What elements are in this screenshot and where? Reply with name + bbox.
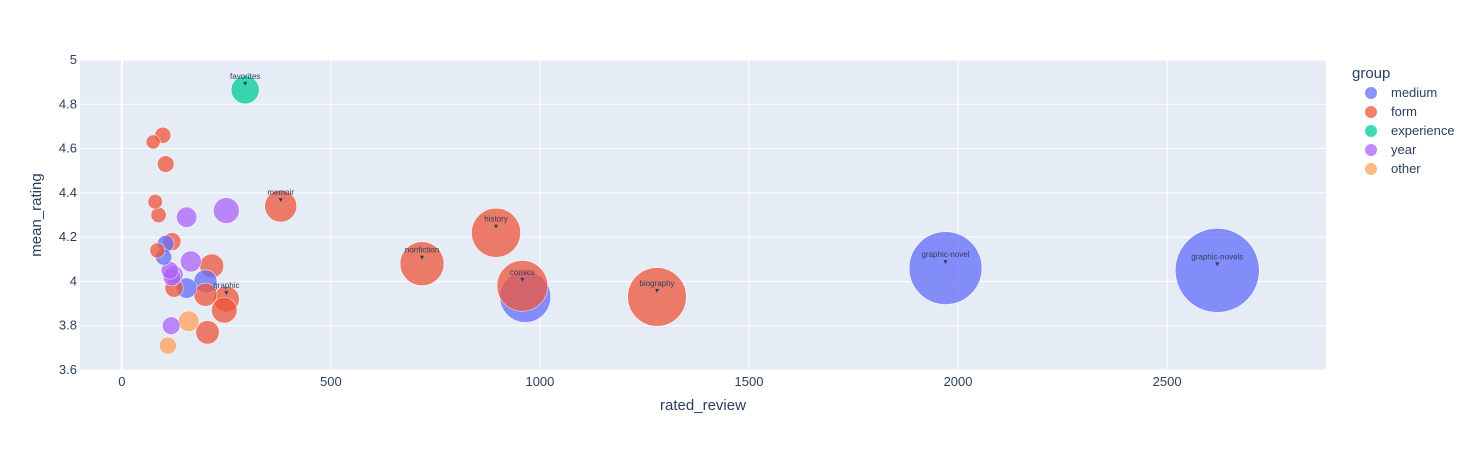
bubble-experience[interactable] (230, 75, 260, 105)
bubble-year[interactable] (176, 206, 198, 228)
legend: group medium form experience year other (1352, 65, 1455, 176)
legend-marker-other[interactable] (1365, 163, 1377, 175)
legend-marker-form[interactable] (1365, 106, 1377, 118)
annotation-label: graphic (213, 281, 239, 290)
x-tick-label: 2000 (944, 374, 973, 389)
x-tick-label: 2500 (1153, 374, 1182, 389)
bubble-form[interactable] (145, 134, 161, 150)
y-tick-label: 5 (70, 52, 77, 67)
bubble-form[interactable] (149, 242, 166, 259)
bubble-form[interactable] (471, 207, 521, 258)
annotation-label: nonfiction (405, 246, 439, 255)
bubble-layer (145, 75, 1260, 355)
annotation-label: biography (639, 279, 674, 288)
x-tick-label: 500 (320, 374, 342, 389)
bubble-form[interactable] (195, 320, 220, 345)
annotation-arrow (1215, 262, 1220, 267)
bubble-form[interactable] (150, 207, 167, 223)
legend-label-year[interactable]: year (1391, 142, 1417, 157)
legend-label-other[interactable]: other (1391, 161, 1421, 176)
annotation-arrow (943, 260, 948, 265)
legend-marker-medium[interactable] (1365, 87, 1377, 99)
bubble-form[interactable] (147, 194, 163, 210)
bubble-year[interactable] (213, 197, 240, 224)
legend-marker-experience[interactable] (1365, 125, 1377, 137)
y-tick-label: 4.2 (59, 229, 77, 244)
bubble-other[interactable] (158, 336, 177, 355)
x-tick-labels: 0 500 1000 1500 2000 2500 (118, 374, 1181, 389)
annotation-arrow (494, 224, 499, 229)
y-tick-label: 4.6 (59, 141, 77, 156)
bubble-form[interactable] (157, 155, 175, 173)
x-tick-label: 1000 (525, 374, 554, 389)
plot-background (80, 60, 1326, 370)
bubble-form[interactable] (264, 189, 297, 223)
bubble-form[interactable] (399, 241, 445, 287)
y-tick-label: 3.8 (59, 318, 77, 333)
y-tick-label: 4 (70, 273, 77, 288)
annotation-arrow (655, 288, 660, 293)
bubble-form[interactable] (627, 267, 687, 327)
annotation-arrow (420, 255, 425, 260)
annotation-arrow (278, 198, 283, 203)
legend-label-medium[interactable]: medium (1391, 85, 1437, 100)
y-axis-title: mean_rating (28, 173, 45, 256)
bubble-form[interactable] (496, 260, 549, 312)
annotation-arrow (520, 277, 525, 282)
annotation-label: history (484, 215, 508, 224)
y-tick-label: 4.4 (59, 185, 77, 200)
x-tick-label: 1500 (735, 374, 764, 389)
annotation-label: memoir (267, 188, 294, 197)
annotation-arrow (224, 291, 229, 296)
annotation-label: comics (510, 268, 535, 277)
bubble-year[interactable] (179, 250, 202, 273)
annotation-layer: graphic-novels graphic-novel biography comi… (213, 72, 1243, 296)
legend-label-form[interactable]: form (1391, 104, 1417, 119)
legend-marker-year[interactable] (1365, 144, 1377, 156)
bubble-medium[interactable] (1174, 228, 1260, 313)
annotation-arrow (243, 81, 248, 86)
annotation-label: favorites (230, 72, 260, 81)
annotation-label: graphic-novels (1191, 252, 1243, 261)
annotation-label: graphic-novel (921, 250, 969, 259)
bubble-form[interactable] (211, 297, 238, 324)
bubble-other[interactable] (178, 310, 200, 332)
y-tick-label: 3.6 (59, 362, 77, 377)
y-tick-label: 4.8 (59, 96, 77, 111)
x-gridlines (120, 60, 1168, 370)
y-tick-labels: 3.6 3.8 4 4.2 4.4 4.6 4.8 5 (59, 52, 77, 377)
bubble-medium[interactable] (908, 231, 983, 305)
x-tick-label: 0 (118, 374, 125, 389)
x-axis-title: rated_review (660, 397, 746, 414)
bubble-year[interactable] (161, 316, 181, 335)
legend-label-experience[interactable]: experience (1391, 123, 1455, 138)
legend-title: group (1352, 65, 1390, 82)
